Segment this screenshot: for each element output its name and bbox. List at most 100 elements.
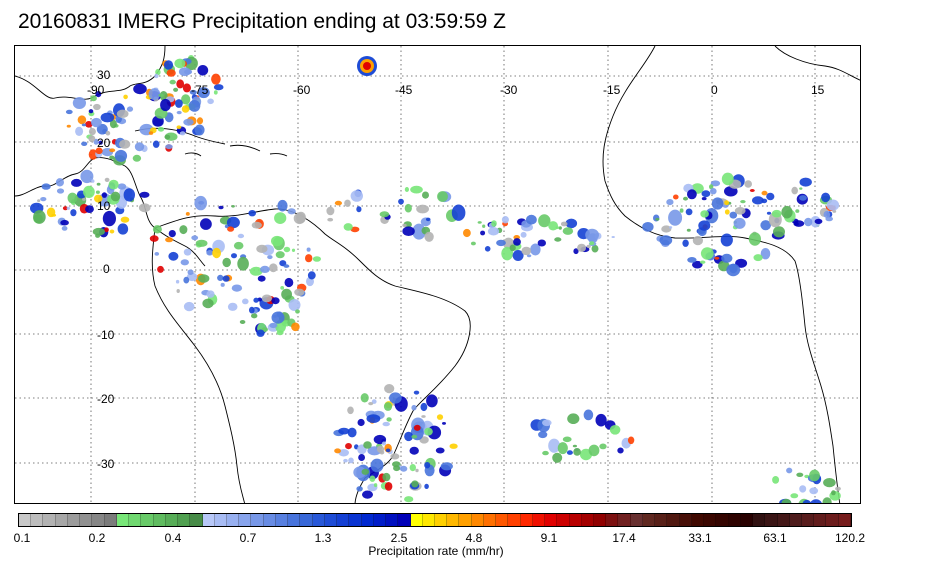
precip-cell (766, 211, 772, 215)
precip-cell (281, 288, 292, 300)
precip-cell (148, 131, 154, 135)
precip-cell (398, 198, 404, 205)
precip-cell (119, 139, 131, 149)
precip-cell (655, 217, 660, 221)
precip-cell (411, 434, 418, 439)
precip-cell (412, 223, 426, 240)
precip-cell (348, 457, 354, 464)
precip-cell (81, 123, 87, 127)
colorbar-swatch (43, 514, 56, 526)
colorbar-swatch (239, 514, 252, 526)
precip-cell (189, 89, 197, 95)
precip-cell (548, 221, 558, 231)
precip-cell (183, 118, 194, 126)
precip-cell (701, 197, 707, 201)
colorbar-swatch (398, 514, 411, 526)
precip-cell (291, 248, 296, 252)
colorbar-swatch (324, 514, 338, 526)
precip-cell (109, 155, 115, 160)
precip-cell (109, 229, 115, 234)
precip-cell (213, 90, 218, 95)
precip-cell (710, 188, 717, 195)
precip-cell (350, 190, 363, 202)
precip-cell (436, 414, 444, 420)
precip-cell (373, 483, 378, 488)
precip-cell (424, 231, 434, 242)
precip-cell (222, 275, 230, 282)
precip-cell (721, 172, 734, 186)
precip-cell (382, 441, 386, 446)
precip-cell (283, 264, 290, 268)
precip-cell (526, 214, 537, 225)
precip-cell (65, 109, 73, 115)
precip-cell (109, 148, 116, 153)
precip-cell (379, 211, 390, 218)
colorbar-swatch (753, 514, 766, 526)
colorbar-tick-10: 63.1 (763, 531, 787, 545)
precip-cell (384, 384, 395, 394)
precip-cell (496, 239, 506, 247)
precip-cell (749, 189, 755, 192)
precip-cell (227, 226, 235, 232)
precip-cell (421, 415, 426, 418)
precip-cell (173, 87, 179, 92)
colorbar-tick-4: 1.3 (314, 531, 332, 545)
colorbar-swatch (532, 514, 546, 526)
precip-cell (416, 204, 429, 214)
coast-iberia (774, 46, 860, 81)
precip-cell (91, 179, 95, 183)
lat-label-20: 20 (97, 136, 111, 150)
precip-cell (88, 128, 96, 136)
colorbar-swatch (116, 514, 130, 526)
precip-cell (194, 124, 205, 136)
precip-cell (62, 206, 68, 211)
precip-cell (409, 464, 416, 472)
colorbar-title: Precipitation rate (mm/hr) (368, 544, 504, 558)
precip-cell (761, 190, 768, 196)
precip-cell (520, 231, 527, 238)
coast-jamaica (184, 152, 202, 157)
precip-cell (814, 218, 823, 224)
precip-cell (415, 468, 419, 473)
precip-cell (206, 290, 215, 298)
lon-label-minus90: -90 (87, 83, 105, 97)
precip-cell (179, 225, 188, 235)
precip-cell (376, 445, 385, 453)
precip-cell (721, 253, 733, 263)
precip-cell (249, 266, 263, 276)
precip-cell (790, 493, 799, 499)
precip-cell (669, 226, 673, 229)
precip-cell (382, 421, 390, 427)
precip-cell (384, 482, 393, 491)
precip-cell (577, 243, 587, 252)
precip-cell (692, 235, 704, 246)
precip-cell (752, 196, 764, 205)
precip-cell (257, 275, 266, 282)
colorbar-swatch (483, 514, 497, 526)
precip-cell (552, 452, 563, 463)
precip-cell (105, 130, 111, 136)
precip-cell (338, 427, 350, 435)
precip-cell (810, 499, 822, 503)
precip-cell (573, 248, 579, 255)
precip-cell (108, 179, 119, 190)
colorbar-swatch (361, 514, 374, 526)
precip-cell (673, 194, 679, 200)
precip-cell (390, 453, 400, 460)
precip-cell (158, 93, 164, 97)
precip-cell (198, 274, 210, 283)
precip-cell (66, 206, 70, 210)
colorbar-swatch (496, 514, 509, 526)
colorbar-tick-9: 33.1 (688, 531, 712, 545)
precip-cell (242, 298, 249, 305)
precip-cell (85, 205, 94, 214)
precip-cell (424, 483, 429, 489)
colorbar-swatch (471, 514, 484, 526)
colorbar-swatch (165, 514, 179, 526)
lon-label-minus30: -30 (500, 83, 518, 97)
precip-cell (91, 117, 102, 128)
precip-cell (222, 257, 231, 268)
precip-cell (334, 448, 341, 454)
precip-cell (126, 106, 134, 112)
colorbar-swatch (251, 514, 264, 526)
